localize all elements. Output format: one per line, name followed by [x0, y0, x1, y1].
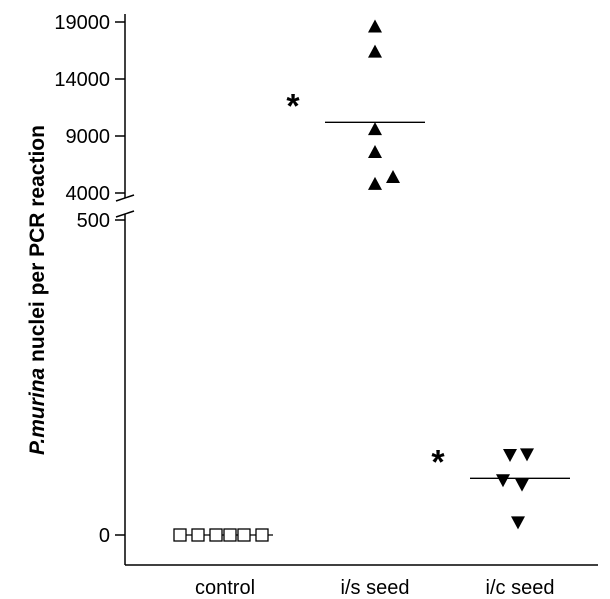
- x-category-label: i/s seed: [341, 577, 410, 599]
- x-category-label: i/c seed: [486, 577, 555, 599]
- data-point: [223, 528, 237, 542]
- significance-marker: *: [431, 443, 445, 481]
- data-point: [515, 478, 529, 492]
- data-point: [368, 122, 382, 136]
- data-point: [368, 144, 382, 158]
- data-point: [503, 448, 517, 462]
- y-tick-label: 9000: [66, 126, 111, 148]
- data-point: [191, 528, 205, 542]
- y-tick-label: 14000: [54, 69, 110, 91]
- y-ticks: 4000 9000 14000 19000 0 500: [54, 12, 125, 547]
- data-point: [209, 528, 223, 542]
- data-point: [386, 170, 400, 184]
- y-axis-label-italic: P.murina: [26, 367, 49, 454]
- data-points: [173, 19, 534, 542]
- y-tick-label: 19000: [54, 12, 110, 34]
- axis-break-mark-lower: [115, 210, 135, 218]
- y-tick-label: 500: [77, 210, 110, 232]
- y-axis-label-rest: nuclei per PCR reaction: [26, 125, 49, 368]
- y-tick-label: 4000: [66, 183, 111, 205]
- data-point: [173, 528, 187, 542]
- x-category-label: control: [195, 577, 255, 599]
- data-point: [368, 19, 382, 33]
- data-point: [368, 176, 382, 190]
- data-point: [496, 474, 510, 488]
- significance-markers: **: [286, 87, 445, 481]
- data-point: [368, 44, 382, 58]
- data-point: [237, 528, 251, 542]
- data-point: [520, 448, 534, 462]
- data-point: [255, 528, 269, 542]
- data-point: [511, 516, 525, 530]
- y-tick-label: 0: [99, 525, 110, 547]
- y-axis-label: P.murina nuclei per PCR reaction: [26, 125, 49, 455]
- axis-break-mark-upper: [115, 194, 135, 202]
- axes: [115, 14, 598, 566]
- significance-marker: *: [286, 87, 300, 125]
- x-category-labels: control i/s seed i/c seed: [195, 577, 554, 599]
